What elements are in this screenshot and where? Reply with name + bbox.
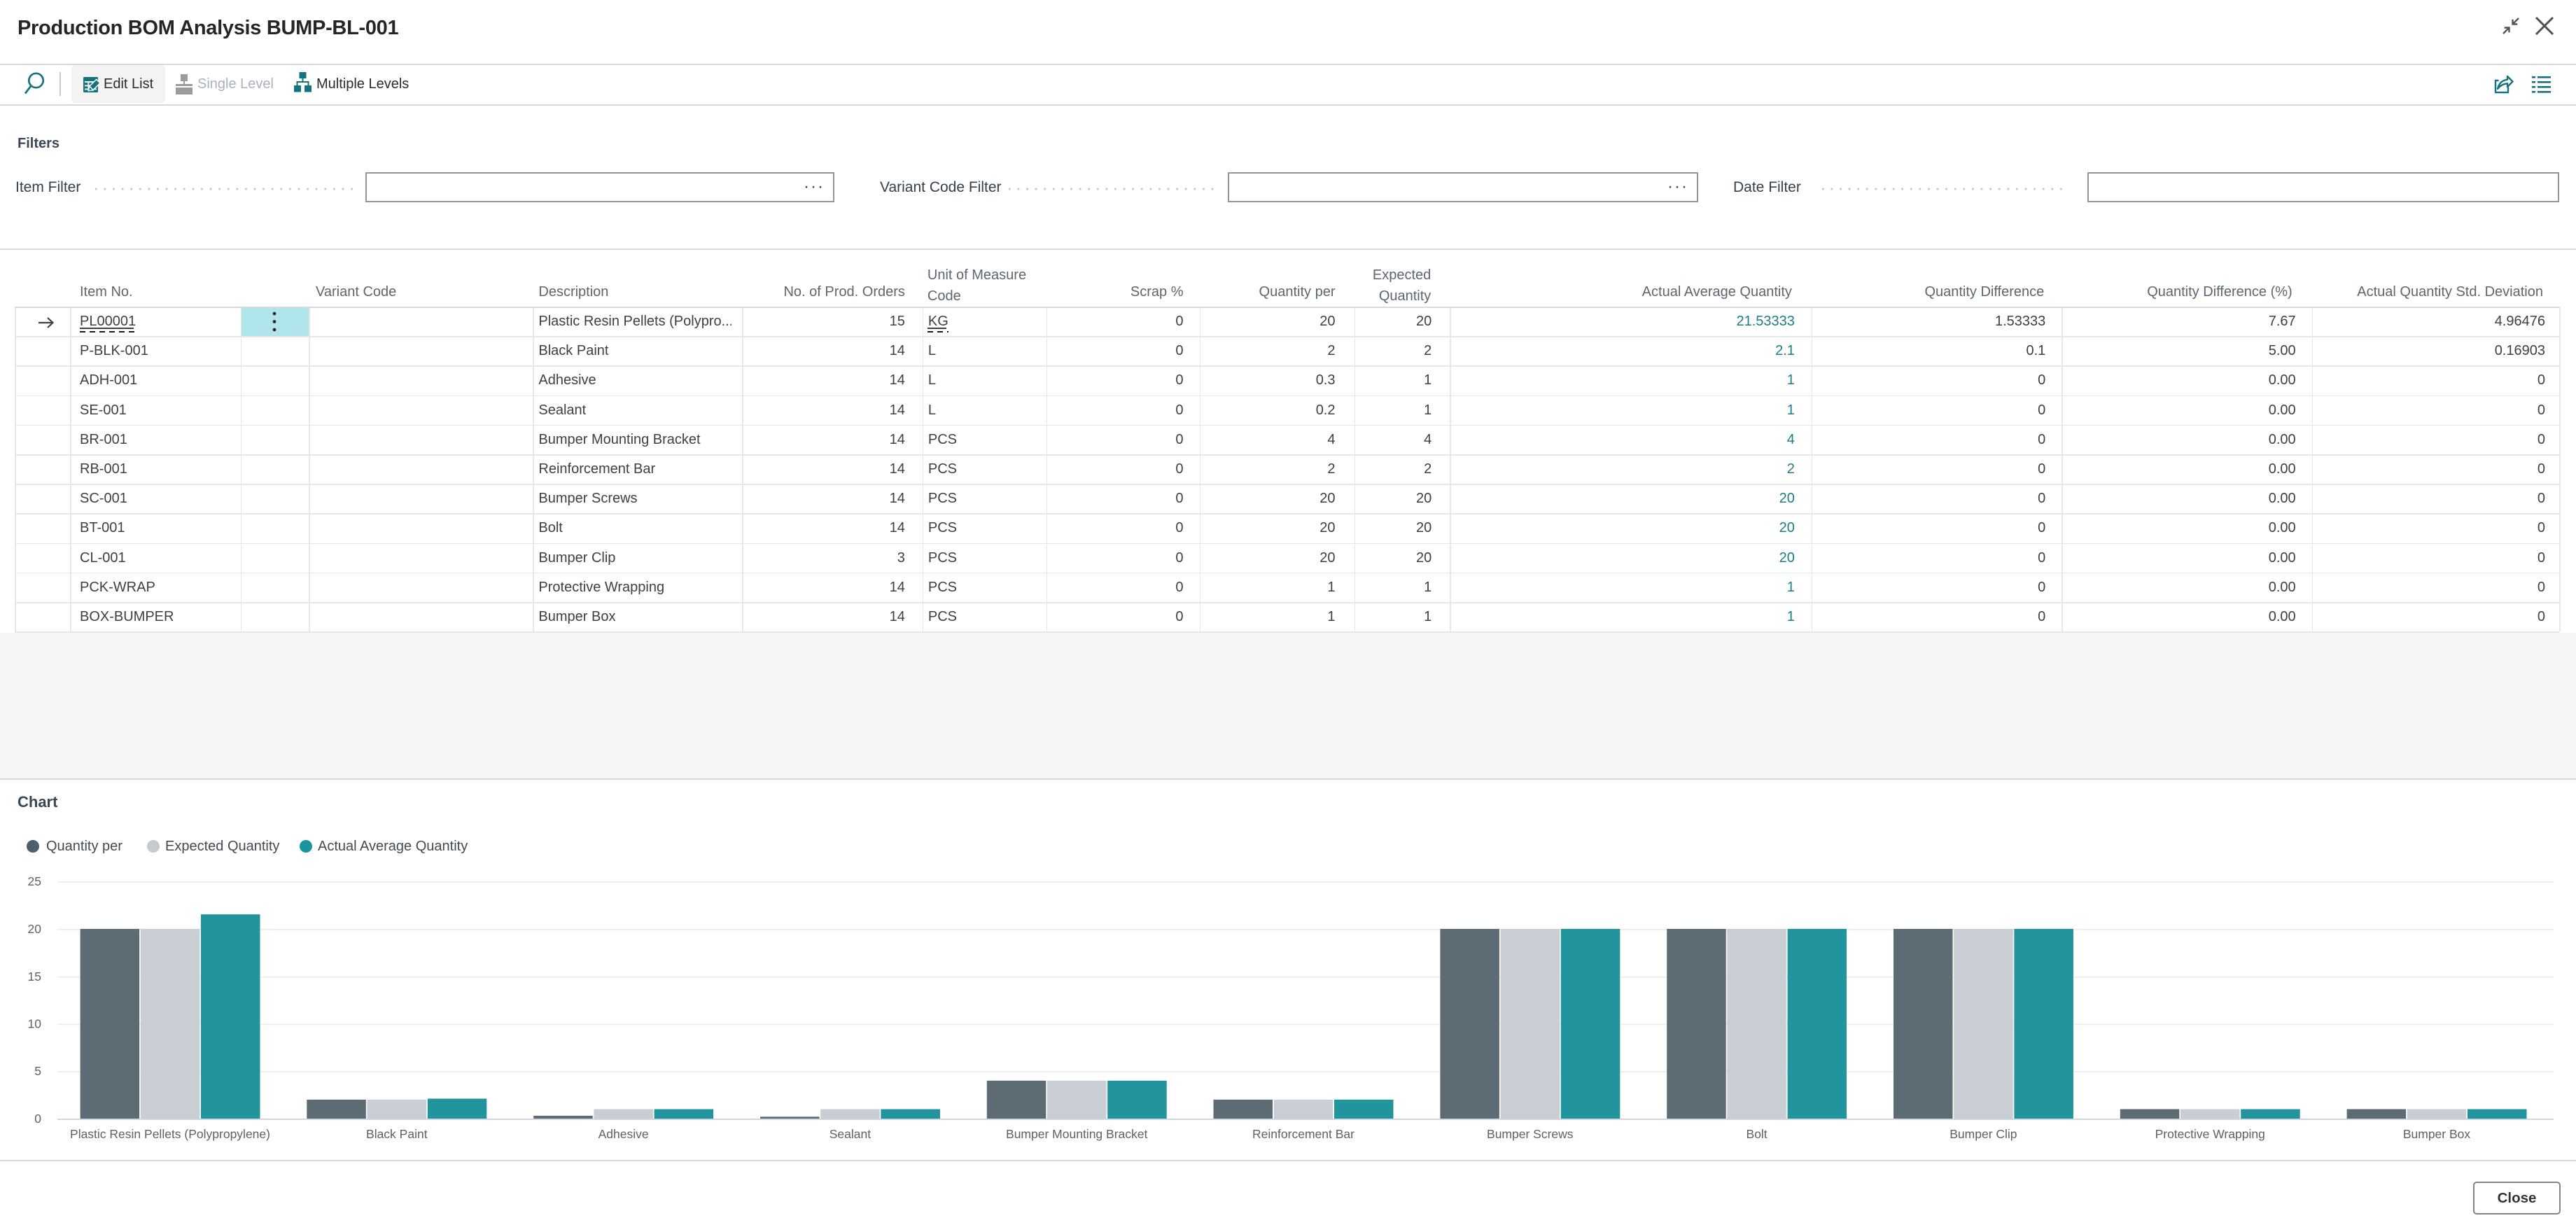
svg-text:Reinforcement Bar: Reinforcement Bar (1252, 1127, 1354, 1141)
svg-text:10: 10 (28, 1017, 42, 1031)
svg-text:15: 15 (28, 969, 41, 983)
svg-text:Bumper Mounting Bracket: Bumper Mounting Bracket (1006, 1127, 1147, 1141)
svg-text:25: 25 (28, 874, 41, 888)
svg-text:20: 20 (28, 922, 42, 936)
svg-text:5: 5 (34, 1064, 41, 1078)
svg-text:Black Paint: Black Paint (366, 1127, 428, 1141)
svg-text:Protective Wrapping: Protective Wrapping (2155, 1127, 2265, 1141)
svg-text:Bumper Box: Bumper Box (2403, 1127, 2471, 1141)
svg-text:Bumper Screws: Bumper Screws (1487, 1127, 1574, 1141)
svg-text:Adhesive: Adhesive (598, 1127, 649, 1141)
svg-text:0: 0 (34, 1112, 41, 1126)
svg-text:Bolt: Bolt (1746, 1127, 1768, 1141)
svg-text:Sealant: Sealant (830, 1127, 871, 1141)
svg-text:Plastic Resin Pellets (Polypro: Plastic Resin Pellets (Polypropylene) (70, 1127, 270, 1141)
svg-text:Bumper Clip: Bumper Clip (1949, 1127, 2017, 1141)
